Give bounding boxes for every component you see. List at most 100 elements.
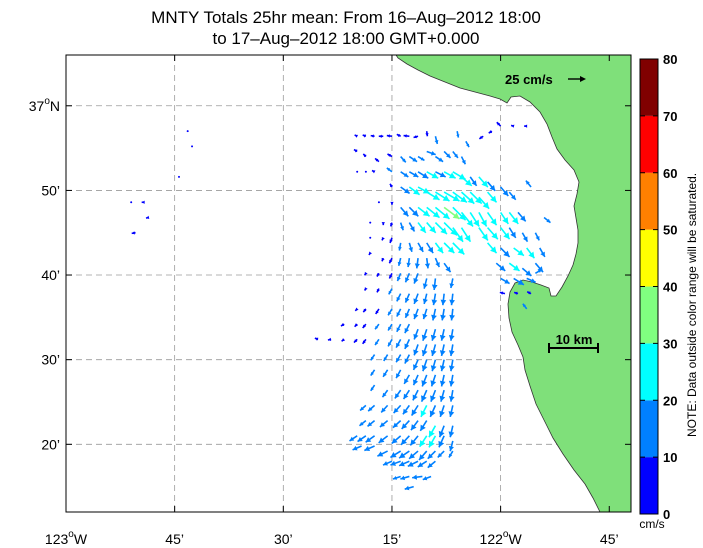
- plot-frame: [65, 54, 632, 513]
- vector-head: [405, 277, 410, 283]
- x-tick-label: 30’: [274, 531, 293, 547]
- current-vector: [409, 435, 419, 446]
- current-vector: [375, 308, 380, 315]
- vector-head: [412, 210, 419, 217]
- vector-head: [405, 312, 410, 318]
- current-vector: [395, 354, 402, 363]
- vector-head: [421, 395, 427, 402]
- vector-head: [341, 338, 345, 342]
- current-vector: [513, 247, 525, 257]
- vector-head: [427, 453, 434, 459]
- current-vector: [460, 156, 467, 165]
- vector-head: [131, 231, 135, 235]
- current-vector: [400, 206, 409, 217]
- current-vector: [353, 148, 358, 153]
- vector-head: [413, 313, 419, 320]
- vector-head: [412, 157, 418, 162]
- current-vector: [392, 420, 402, 429]
- vector-head: [465, 179, 472, 186]
- current-vector: [381, 236, 385, 241]
- vector-head: [411, 409, 418, 416]
- current-vector: [469, 176, 478, 187]
- vector-head: [422, 210, 430, 217]
- reference-arrow-head: [580, 76, 586, 82]
- current-vector: [526, 247, 536, 259]
- current-vector: [389, 183, 393, 188]
- current-vector: [368, 251, 372, 256]
- current-vector: [437, 450, 445, 459]
- vector-head: [427, 462, 433, 468]
- colorbar-tick-label: 10: [663, 450, 677, 465]
- vector-head: [390, 223, 394, 227]
- current-vector: [449, 278, 455, 289]
- current-vector: [422, 308, 428, 320]
- current-vector: [513, 291, 519, 295]
- vector-head: [422, 313, 428, 320]
- vector-head: [393, 407, 399, 414]
- map-title-line1: MNTY Totals 25hr mean: From 16–Aug–2012 …: [151, 8, 541, 27]
- current-vector: [381, 257, 385, 262]
- current-vector: [145, 215, 150, 220]
- vector-dot: [364, 170, 367, 173]
- vector-head: [398, 246, 402, 251]
- y-tick-label: 40’: [41, 267, 60, 283]
- vector-head: [406, 262, 411, 268]
- vector-head: [482, 202, 490, 209]
- current-vector: [522, 303, 528, 310]
- y-tick-label: 30’: [41, 352, 60, 368]
- colorbar-segment: [640, 343, 658, 401]
- current-vector: [513, 277, 525, 286]
- vector-head: [524, 124, 528, 128]
- current-vector: [382, 369, 389, 378]
- vector-head: [401, 423, 408, 429]
- current-vector: [400, 186, 411, 195]
- current-vector: [354, 323, 358, 328]
- current-vector: [495, 262, 506, 272]
- vector-head: [412, 474, 418, 480]
- vector-head: [375, 341, 379, 346]
- vector-head: [430, 151, 436, 156]
- current-vector: [425, 131, 429, 137]
- vector-head: [421, 380, 428, 387]
- vector-head: [381, 222, 385, 226]
- vector-dot: [178, 175, 180, 178]
- current-vector: [434, 222, 448, 235]
- current-vector: [374, 338, 380, 346]
- vector-head: [413, 278, 419, 284]
- current-vector: [426, 171, 439, 179]
- current-vector: [460, 191, 475, 205]
- current-vector: [357, 435, 367, 443]
- current-vector: [478, 212, 488, 227]
- vector-head: [363, 308, 367, 313]
- current-vector: [398, 450, 410, 459]
- current-vector: [508, 191, 517, 201]
- current-vector: [421, 374, 428, 387]
- vector-head: [413, 364, 419, 370]
- current-vector: [508, 211, 519, 225]
- vector-head: [378, 437, 385, 443]
- current-vector: [407, 460, 419, 468]
- current-vector: [354, 134, 359, 138]
- vector-head: [419, 440, 426, 447]
- current-vector: [370, 369, 376, 377]
- current-vector: [394, 389, 402, 399]
- current-vector: [417, 171, 429, 179]
- current-vector: [443, 191, 460, 202]
- current-vector: [362, 153, 367, 158]
- current-vector: [354, 307, 359, 312]
- vector-head: [396, 296, 401, 302]
- current-vector: [524, 124, 528, 128]
- reference-arrow: 25 cm/s: [505, 72, 586, 87]
- current-vector: [420, 389, 428, 402]
- vector-head: [392, 422, 399, 428]
- current-vectors: [130, 121, 551, 491]
- vector-head: [440, 299, 447, 306]
- current-vector: [395, 338, 402, 349]
- vector-head: [488, 130, 493, 134]
- vector-dot: [369, 221, 372, 224]
- vector-head: [404, 343, 410, 349]
- vector-head: [430, 365, 437, 372]
- vector-head: [525, 270, 532, 276]
- vector-head: [400, 475, 406, 481]
- vector-head: [438, 157, 444, 162]
